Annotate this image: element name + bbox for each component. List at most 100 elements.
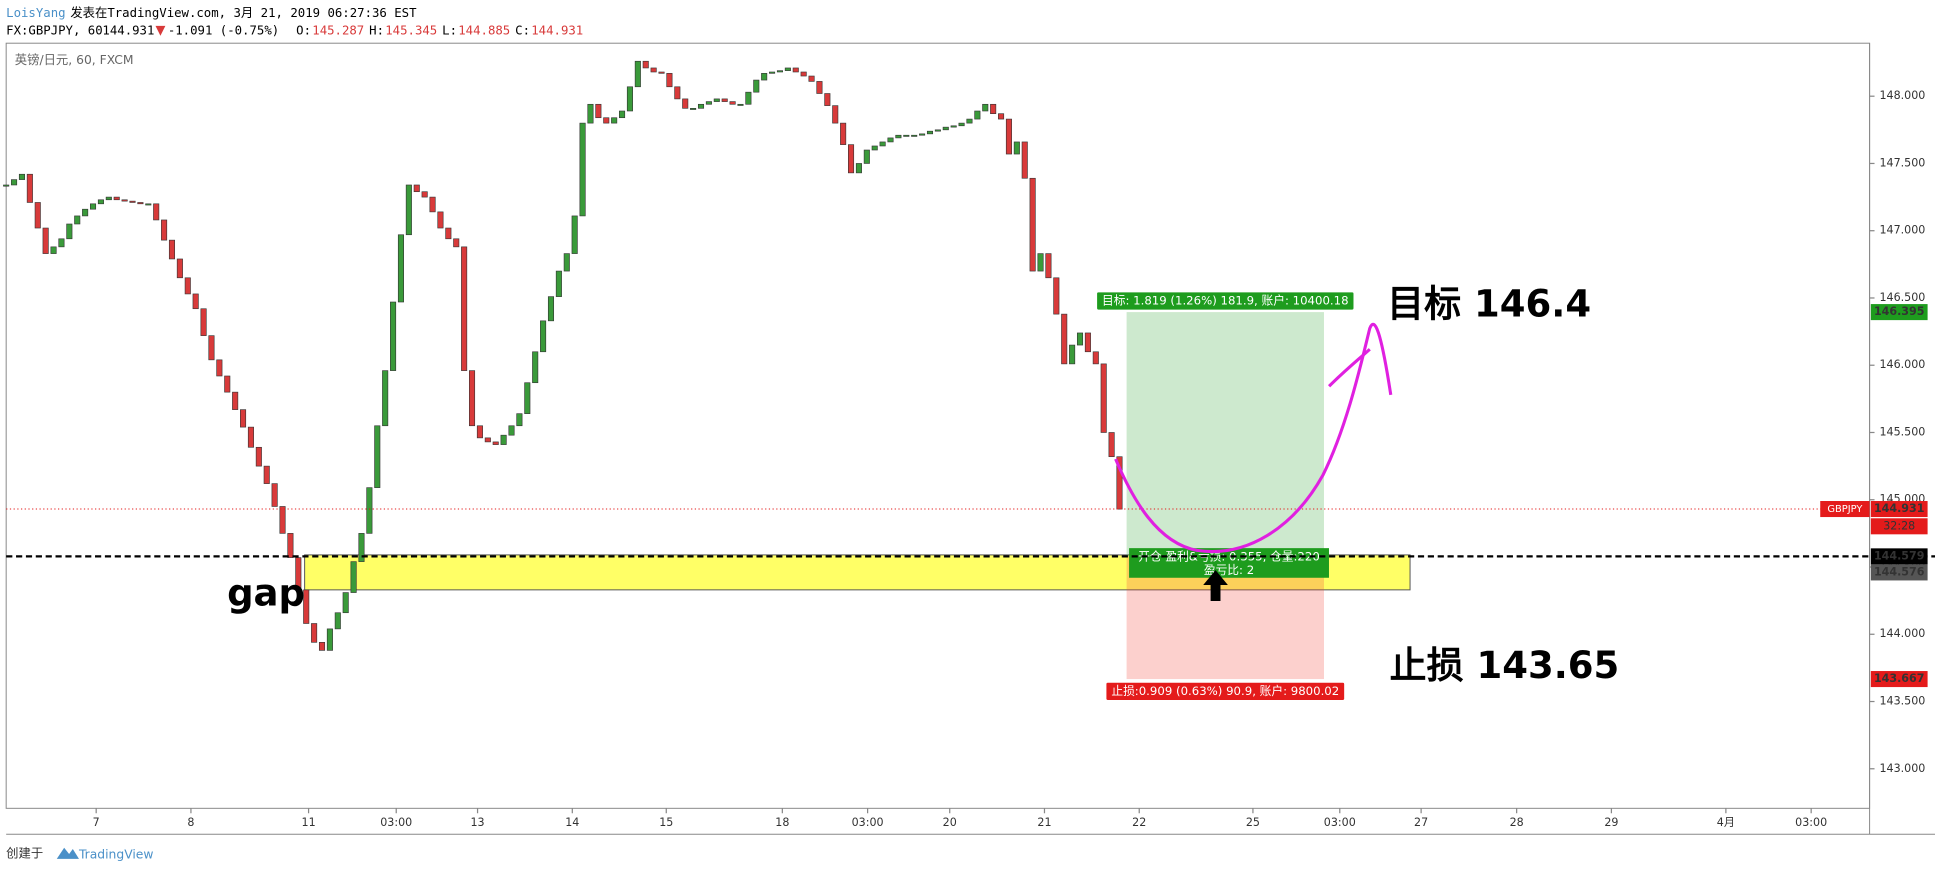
candle — [287, 533, 294, 558]
candle — [579, 122, 586, 217]
x-tick-label: 27 — [1414, 816, 1428, 829]
candle — [26, 173, 33, 203]
y-tick-label: 143.000 — [1879, 762, 1925, 775]
price-tag: 144.579 — [1874, 549, 1925, 562]
ohlc-label: C: — [515, 23, 530, 37]
x-tick-label: 29 — [1604, 816, 1618, 829]
y-tick-label: 146.000 — [1879, 358, 1925, 371]
candle — [90, 203, 97, 210]
candle — [500, 434, 507, 445]
candle — [453, 238, 460, 248]
candle — [697, 103, 705, 109]
price-tag: 144.576 — [1874, 565, 1925, 578]
candle — [413, 184, 420, 193]
author[interactable]: LoisYang — [6, 6, 65, 20]
drawn-curve — [1114, 322, 1393, 554]
candle — [247, 426, 254, 448]
candle — [524, 382, 531, 414]
candle — [358, 533, 365, 562]
candle — [326, 628, 333, 651]
candle — [674, 86, 681, 100]
symbol: FX:GBPJPY, 60 — [6, 23, 103, 37]
candle — [445, 227, 452, 240]
plot-frame — [5, 42, 1871, 809]
candle — [879, 141, 886, 147]
candle — [942, 126, 949, 131]
candle — [532, 351, 539, 384]
candle — [950, 125, 957, 128]
candle — [421, 191, 428, 198]
candle — [42, 227, 49, 254]
candle — [729, 101, 736, 105]
candle — [350, 561, 357, 593]
y-tick-label: 148.000 — [1879, 89, 1925, 102]
candle — [216, 359, 223, 377]
candle — [563, 253, 570, 272]
candle — [224, 375, 231, 393]
candle — [97, 199, 104, 205]
candle — [824, 93, 831, 106]
candle — [998, 113, 1005, 120]
ratio-label: 盈亏比: 2 — [1204, 563, 1254, 577]
ohlc-value: 144.931 — [531, 23, 583, 37]
candle — [848, 144, 855, 174]
candle — [595, 103, 602, 119]
candle — [895, 134, 902, 139]
candle — [34, 202, 41, 229]
candle — [666, 73, 673, 88]
candle — [255, 446, 262, 467]
x-tick-label: 03:00 — [380, 816, 412, 829]
candle — [200, 308, 207, 336]
x-tick-label: 25 — [1246, 816, 1260, 829]
stop-label-bg — [1106, 682, 1345, 701]
logo — [56, 847, 79, 859]
candle — [926, 130, 934, 135]
candle — [161, 219, 168, 241]
candle — [476, 425, 483, 439]
x-tick-label: 03:00 — [852, 816, 884, 829]
down-arrow — [155, 25, 166, 36]
candle — [832, 105, 839, 124]
candle — [192, 293, 199, 310]
candle — [761, 73, 768, 81]
candle — [547, 296, 555, 322]
x-tick-label: 03:00 — [1795, 816, 1827, 829]
candle — [658, 71, 665, 74]
candle — [1076, 332, 1084, 346]
candle — [784, 67, 791, 71]
candle — [611, 117, 618, 124]
entry-label-bg — [1129, 548, 1329, 578]
price-tag-bg — [1870, 304, 1928, 321]
candle — [374, 425, 381, 488]
candle — [516, 413, 523, 427]
candle — [74, 215, 81, 225]
candle — [184, 277, 191, 295]
last-price-tag-bg — [1870, 501, 1928, 518]
candle — [571, 215, 578, 254]
footer-brand[interactable]: TradingView — [78, 848, 154, 862]
stop-label: 止损:0.909 (0.63%) 90.9, 账户: 9800.02 — [1111, 684, 1339, 698]
series-name-bg — [1820, 501, 1870, 518]
arrow-up — [1203, 570, 1228, 601]
candle — [1029, 177, 1036, 272]
candle — [484, 437, 491, 443]
target-label-bg — [1097, 292, 1354, 310]
candle — [437, 211, 444, 229]
last-price-tag: 144.931 — [1874, 502, 1925, 515]
x-tick-label: 13 — [470, 816, 484, 829]
candle — [153, 203, 160, 221]
candle — [1069, 344, 1076, 365]
candle — [863, 149, 870, 164]
candle — [129, 200, 136, 203]
candle — [705, 101, 712, 105]
candle — [50, 246, 57, 254]
candle — [1092, 351, 1099, 365]
y-tick-label: 147.000 — [1879, 224, 1925, 237]
y-tick-label: 143.500 — [1879, 695, 1925, 708]
candle — [587, 103, 594, 124]
x-tick-label: 03:00 — [1324, 816, 1356, 829]
x-tick-label: 18 — [775, 816, 789, 829]
drawn-stroke — [1327, 348, 1371, 388]
ohlc-value: 145.345 — [385, 23, 437, 37]
candle — [1037, 253, 1044, 272]
